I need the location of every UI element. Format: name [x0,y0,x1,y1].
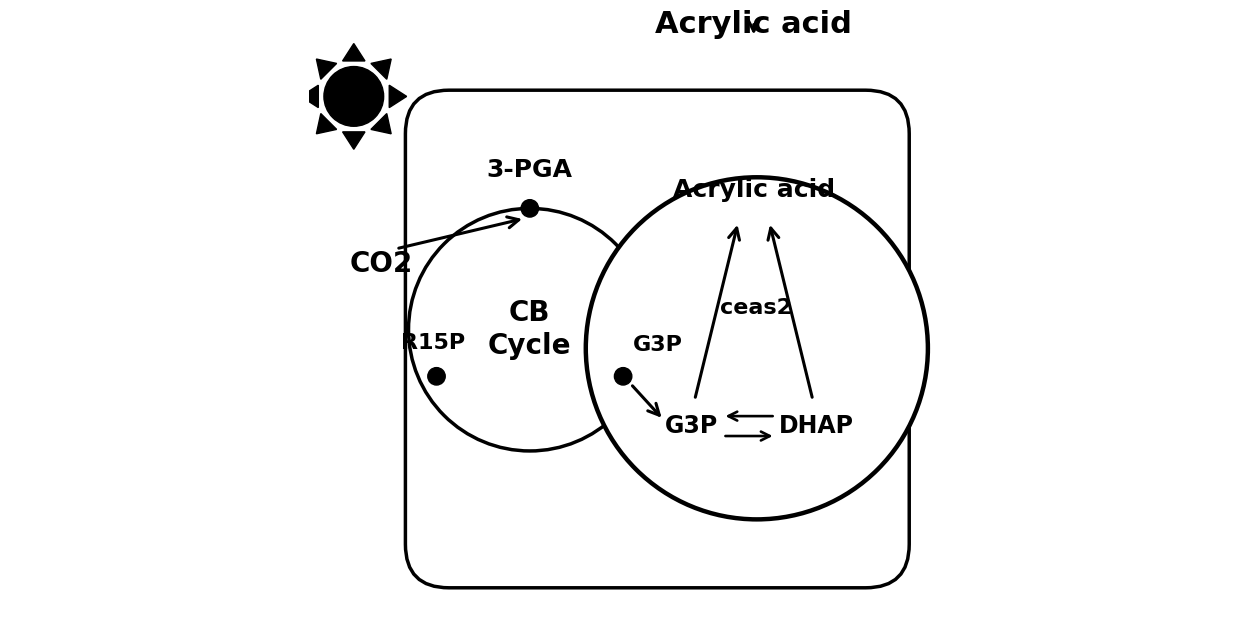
Text: Acrylic acid: Acrylic acid [672,178,835,202]
Polygon shape [301,85,319,108]
Circle shape [324,67,383,126]
Text: DHAP: DHAP [779,414,853,438]
Circle shape [585,177,928,519]
Circle shape [408,208,651,451]
Polygon shape [342,44,365,61]
FancyBboxPatch shape [405,90,909,588]
Circle shape [614,368,632,385]
Polygon shape [316,59,336,79]
Text: R15P: R15P [402,333,465,353]
Text: G3P: G3P [665,414,718,438]
Text: ceas2: ceas2 [719,298,791,318]
Circle shape [428,368,445,385]
Polygon shape [371,114,391,134]
Text: Acrylic acid: Acrylic acid [655,11,852,39]
Text: 3-PGA: 3-PGA [487,158,573,182]
Polygon shape [389,85,407,108]
Polygon shape [316,114,336,134]
Text: CB
Cycle: CB Cycle [489,299,572,360]
Polygon shape [371,59,391,79]
Polygon shape [342,132,365,149]
Text: G3P: G3P [632,335,682,355]
Circle shape [521,200,538,217]
Text: CO2: CO2 [350,250,413,279]
